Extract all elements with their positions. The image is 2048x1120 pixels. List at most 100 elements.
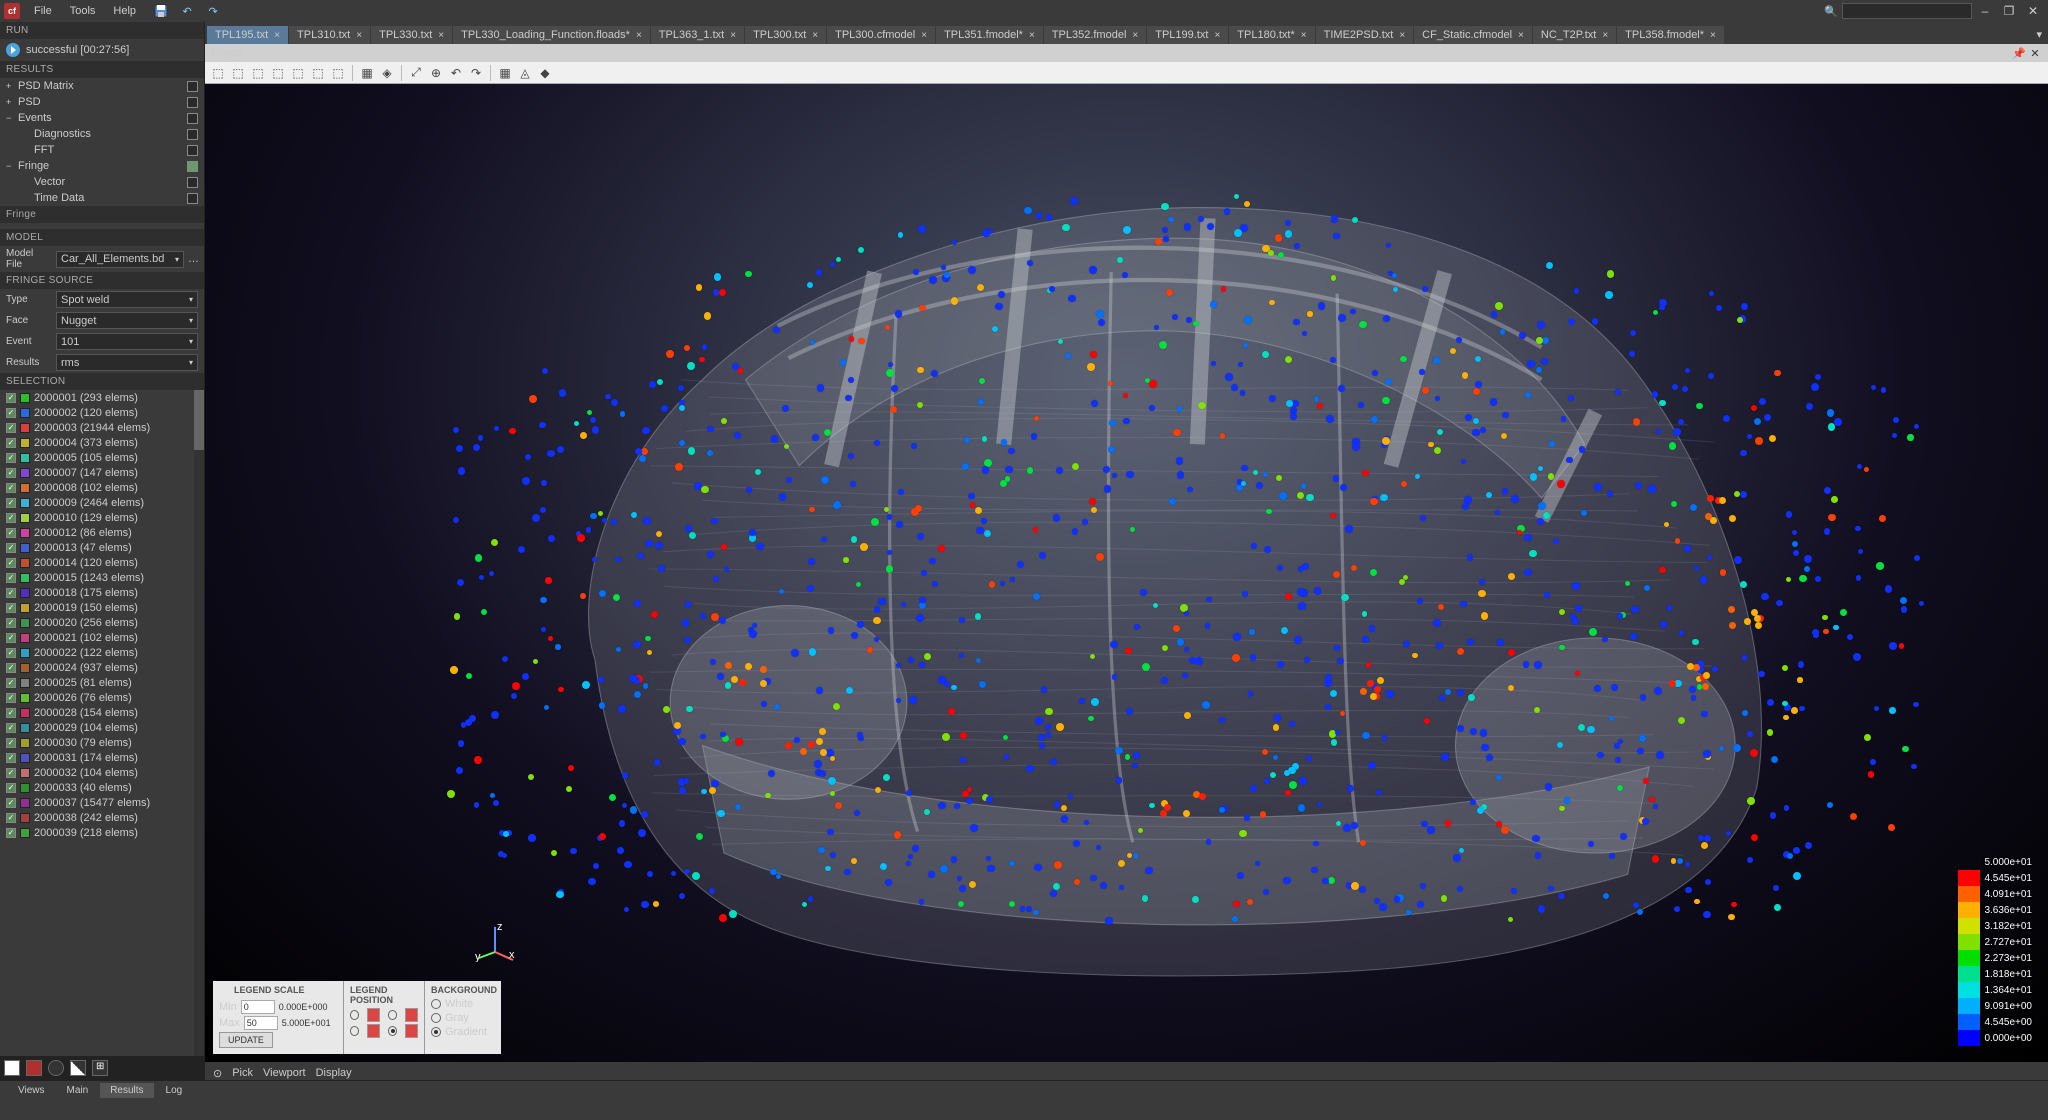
selection-item[interactable]: 2000025 (81 elems) — [0, 675, 204, 690]
selection-item[interactable]: 2000002 (120 elems) — [0, 405, 204, 420]
document-tab[interactable]: CF_Static.cfmodel× — [1414, 26, 1532, 44]
document-tab[interactable]: TPL199.txt× — [1147, 26, 1228, 44]
legend-max-input[interactable] — [244, 1016, 278, 1030]
viewport-tool-button[interactable]: ⬚ — [269, 64, 287, 82]
viewport-tool-button[interactable]: ▦ — [496, 64, 514, 82]
selection-item[interactable]: 2000020 (256 elems) — [0, 615, 204, 630]
document-tab[interactable]: TPL363_1.txt× — [651, 26, 744, 44]
selection-item[interactable]: 2000031 (174 elems) — [0, 750, 204, 765]
selection-item[interactable]: 2000033 (40 elems) — [0, 780, 204, 795]
view-mode-5[interactable]: ⊞ — [92, 1060, 108, 1076]
model-file-select[interactable]: Car_All_Elements.bd▾ — [56, 251, 184, 268]
selection-item[interactable]: 2000015 (1243 elems) — [0, 570, 204, 585]
viewport-tool-button[interactable]: ⬚ — [249, 64, 267, 82]
view-mode-2[interactable] — [26, 1060, 42, 1076]
results-item[interactable]: +PSD Matrix — [0, 78, 204, 94]
selection-item[interactable]: 2000019 (150 elems) — [0, 600, 204, 615]
document-tab[interactable]: TPL351.fmodel*× — [936, 26, 1043, 44]
bg-white[interactable] — [431, 999, 441, 1009]
legend-pos-bl-sq[interactable] — [367, 1024, 380, 1038]
legend-update-button[interactable]: UPDATE — [219, 1032, 273, 1048]
selection-item[interactable]: 2000032 (104 elems) — [0, 765, 204, 780]
selection-item[interactable]: 2000003 (21944 elems) — [0, 420, 204, 435]
selection-item[interactable]: 2000008 (102 elems) — [0, 480, 204, 495]
close-button[interactable]: ✕ — [2022, 4, 2044, 18]
hint-display[interactable]: Display — [316, 1067, 352, 1079]
viewport-tool-button[interactable]: ↷ — [467, 64, 485, 82]
bg-gray[interactable] — [431, 1013, 441, 1023]
tab-close-icon[interactable]: × — [1602, 30, 1608, 41]
document-tab[interactable]: TIME2PSD.txt× — [1316, 26, 1414, 44]
document-tab[interactable]: NC_T2P.txt× — [1533, 26, 1616, 44]
tab-close-icon[interactable]: × — [1399, 30, 1405, 41]
search-input[interactable] — [1842, 3, 1972, 19]
legend-pos-tr[interactable] — [388, 1010, 397, 1020]
legend-pos-br-sq[interactable] — [405, 1024, 418, 1038]
tab-close-icon[interactable]: × — [438, 30, 444, 41]
tab-close-icon[interactable]: × — [730, 30, 736, 41]
selection-item[interactable]: 2000037 (15477 elems) — [0, 795, 204, 810]
fringe-results-select[interactable]: rms▾ — [56, 354, 198, 371]
viewport-tool-button[interactable]: ⤢ — [407, 64, 425, 82]
document-tab[interactable]: TPL300.txt× — [745, 26, 826, 44]
selection-item[interactable]: 2000014 (120 elems) — [0, 555, 204, 570]
tab-close-icon[interactable]: × — [1132, 30, 1138, 41]
viewport-tool-button[interactable]: ▦ — [358, 64, 376, 82]
tab-close-icon[interactable]: × — [356, 30, 362, 41]
bottom-tab[interactable]: Results — [100, 1083, 153, 1098]
viewport-tool-button[interactable]: ◈ — [378, 64, 396, 82]
tab-close-icon[interactable]: × — [1214, 30, 1220, 41]
viewport-tool-button[interactable]: ◆ — [536, 64, 554, 82]
document-tab[interactable]: TPL180.txt*× — [1229, 26, 1314, 44]
tab-close-icon[interactable]: × — [274, 30, 280, 41]
axis-gizmo[interactable]: z x y — [475, 922, 515, 962]
bottom-tab[interactable]: Views — [8, 1083, 55, 1098]
legend-pos-bl[interactable] — [350, 1026, 359, 1036]
view-mode-1[interactable] — [4, 1060, 20, 1076]
tab-close-icon[interactable]: × — [636, 30, 642, 41]
tab-close-icon[interactable]: × — [1029, 30, 1035, 41]
selection-item[interactable]: 2000013 (47 elems) — [0, 540, 204, 555]
tab-close-icon[interactable]: × — [1710, 30, 1716, 41]
save-icon[interactable] — [152, 2, 170, 20]
selection-item[interactable]: 2000038 (242 elems) — [0, 810, 204, 825]
search-icon[interactable]: 🔍 — [1822, 2, 1840, 20]
tab-close-icon[interactable]: × — [1518, 30, 1524, 41]
undo-icon[interactable]: ↶ — [178, 2, 196, 20]
play-icon[interactable] — [6, 43, 20, 57]
document-tab[interactable]: TPL358.fmodel*× — [1617, 26, 1724, 44]
tab-close-icon[interactable]: × — [921, 30, 927, 41]
hint-pick[interactable]: Pick — [232, 1067, 253, 1079]
document-tab[interactable]: TPL310.txt× — [289, 26, 370, 44]
results-item[interactable]: −Fringe — [0, 158, 204, 174]
document-tab[interactable]: TPL330_Loading_Function.floads*× — [453, 26, 650, 44]
document-tab[interactable]: TPL300.cfmodel× — [827, 26, 935, 44]
document-tab[interactable]: TPL352.fmodel× — [1044, 26, 1146, 44]
doc-pin-icon[interactable]: 📌 — [2012, 46, 2026, 60]
selection-item[interactable]: 2000009 (2464 elems) — [0, 495, 204, 510]
viewport-tool-button[interactable]: ⬚ — [309, 64, 327, 82]
selection-item[interactable]: 2000010 (129 elems) — [0, 510, 204, 525]
legend-pos-br[interactable] — [388, 1026, 397, 1036]
selection-item[interactable]: 2000030 (79 elems) — [0, 735, 204, 750]
selection-item[interactable]: 2000007 (147 elems) — [0, 465, 204, 480]
view-mode-3[interactable] — [48, 1060, 64, 1076]
bg-gradient[interactable] — [431, 1027, 441, 1037]
viewport-3d[interactable]: z x y 0.000e+004.545e+009.091e+001.364e+… — [205, 84, 2048, 1062]
hint-target-icon[interactable]: ⊙ — [213, 1067, 222, 1080]
selection-item[interactable]: 2000024 (937 elems) — [0, 660, 204, 675]
bottom-tab[interactable]: Main — [57, 1083, 99, 1098]
document-tab[interactable]: TPL195.txt× — [207, 26, 288, 44]
selection-item[interactable]: 2000029 (104 elems) — [0, 720, 204, 735]
menu-tools[interactable]: Tools — [62, 3, 104, 19]
model-file-more[interactable]: … — [188, 253, 198, 265]
minimize-button[interactable]: – — [1974, 4, 1996, 18]
selection-item[interactable]: 2000028 (154 elems) — [0, 705, 204, 720]
viewport-tool-button[interactable]: ⬚ — [289, 64, 307, 82]
tabstrip-overflow[interactable]: ▾ — [2030, 25, 2048, 44]
selection-scrollbar[interactable] — [194, 390, 204, 1056]
viewport-tool-button[interactable]: ⬚ — [209, 64, 227, 82]
viewport-tool-button[interactable]: ⊕ — [427, 64, 445, 82]
selection-item[interactable]: 2000005 (105 elems) — [0, 450, 204, 465]
view-mode-4[interactable] — [70, 1060, 86, 1076]
